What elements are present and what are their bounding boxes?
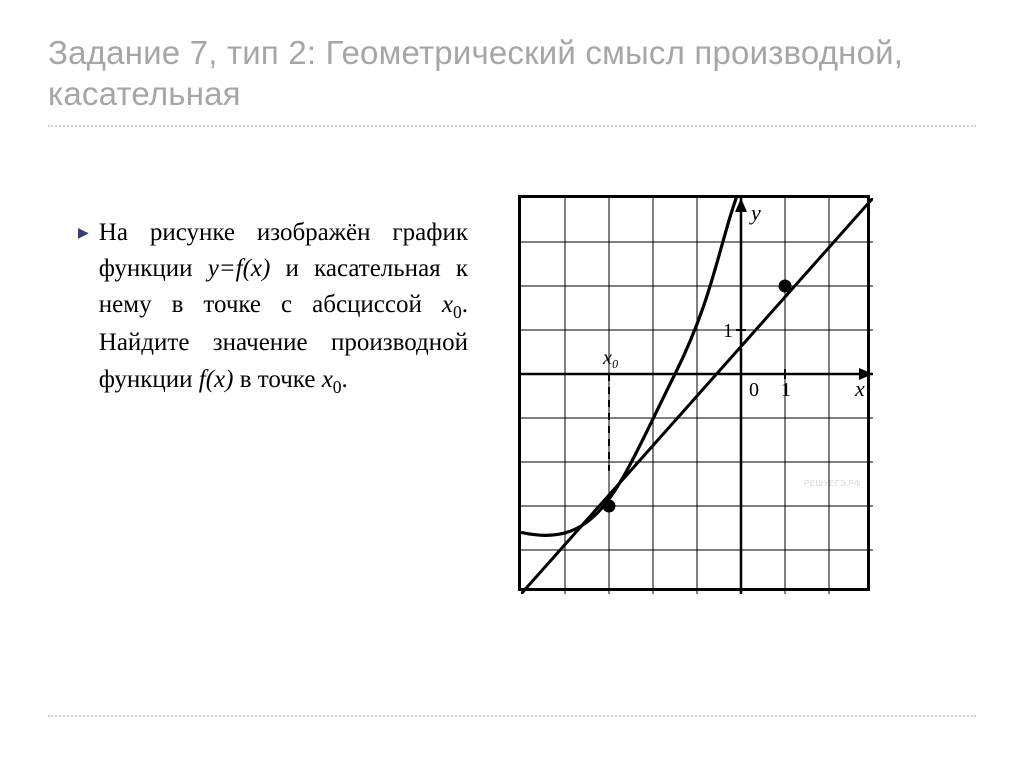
bullet-icon: ▶ <box>78 225 89 242</box>
graph-svg: xy011x₀ <box>521 198 873 594</box>
svg-text:y: y <box>749 200 761 225</box>
svg-text:1: 1 <box>781 379 791 401</box>
footer-divider <box>48 715 976 717</box>
svg-text:0: 0 <box>749 379 759 401</box>
svg-text:x: x <box>854 376 865 401</box>
graph-container: xy011x₀ РЕШУЕГЭ.РФ <box>518 195 870 591</box>
watermark: РЕШУЕГЭ.РФ <box>804 479 861 488</box>
title-divider <box>48 125 976 127</box>
content-area: ▶ На рисунке изображён график функции y=… <box>48 155 976 591</box>
problem-text: На рисунке изображён график функции y=f(… <box>99 215 468 401</box>
slide-title: Задание 7, тип 2: Геометрический смысл п… <box>48 32 976 115</box>
svg-text:x₀: x₀ <box>602 347 619 369</box>
svg-text:1: 1 <box>723 320 733 342</box>
